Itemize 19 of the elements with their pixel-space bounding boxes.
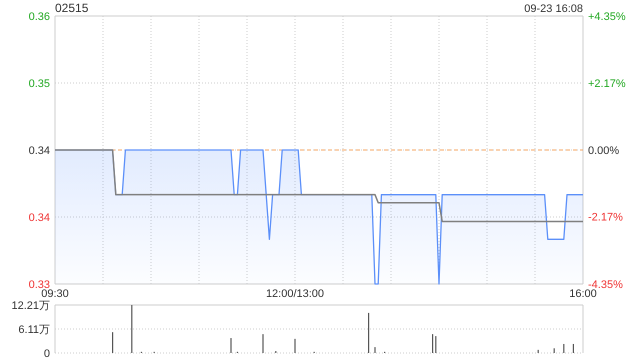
y2-tick-label: +2.17% (588, 78, 626, 90)
y2-tick-label: +4.35% (588, 10, 626, 23)
y2-tick-label: -4.35% (588, 278, 624, 291)
y-tick-label: 12.21万 (11, 300, 50, 312)
y-tick-label: 0 (44, 348, 50, 360)
y-tick-label: 0.35 (28, 78, 50, 90)
chart-title: 02515 (55, 1, 89, 15)
y2-tick-label: 0.00% (588, 144, 620, 157)
line-series (54, 149, 584, 222)
y-tick-label: 0.36 (28, 10, 50, 23)
y-tick-label: 0.34 (28, 144, 50, 157)
y-tick-label: 6.11万 (18, 324, 50, 336)
text: 09-23 16:08 (524, 3, 583, 15)
x-tick-label: 12:00/13:00 (266, 288, 324, 300)
y2-tick-label: -2.17% (588, 212, 624, 224)
y-tick-label: 0.33 (28, 278, 50, 291)
x-tick-label: 16:00 (569, 288, 597, 300)
x-tick-label: 09:30 (41, 288, 69, 300)
y-tick-label: 0.34 (28, 212, 50, 224)
